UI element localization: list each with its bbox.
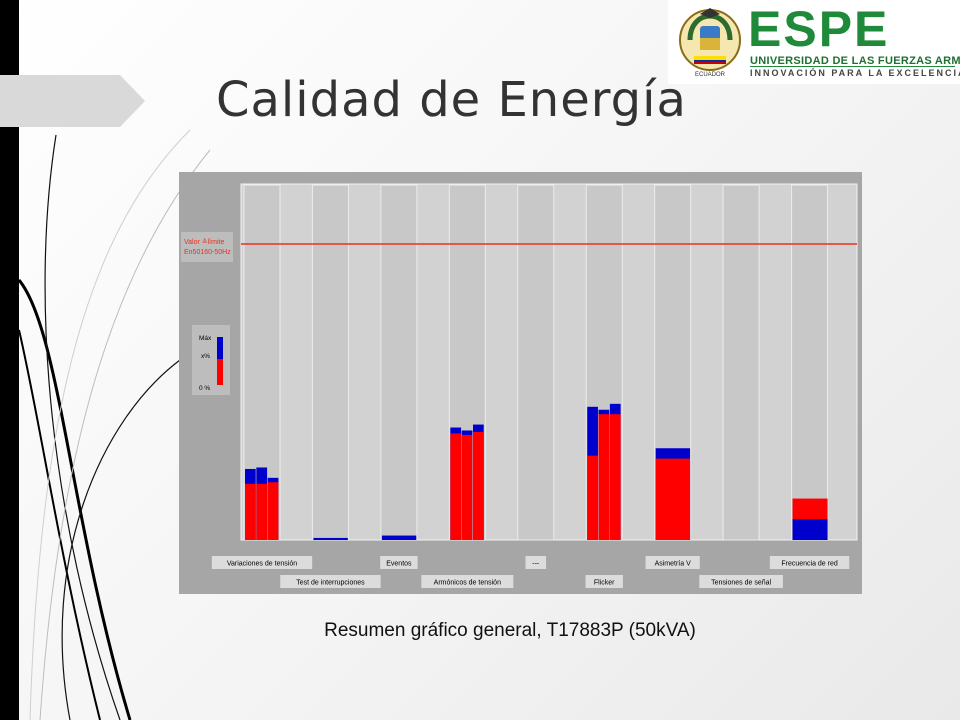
logo-university-name: UNIVERSIDAD DE LAS FUERZAS ARMADAS xyxy=(750,55,960,67)
legend-zero-label: 0 % xyxy=(199,385,210,392)
bar-mean xyxy=(450,433,462,540)
bar-max xyxy=(792,519,828,540)
legend-max-label: Máx xyxy=(199,335,212,342)
category-column xyxy=(311,184,349,541)
category-column xyxy=(517,184,555,541)
logo-wordmark: ESPE xyxy=(748,1,890,57)
chart-caption: Resumen gráfico general, T17883P (50kVA) xyxy=(324,620,696,641)
category-column xyxy=(722,184,760,541)
category-label: Eventos xyxy=(386,561,412,568)
category-label-box xyxy=(211,556,313,569)
bar-mean xyxy=(461,434,473,540)
category-label-box xyxy=(585,575,623,588)
category-label-box xyxy=(699,575,783,588)
category-label-box xyxy=(380,556,418,569)
limit-label-box xyxy=(181,232,233,262)
category-label: Tensiones de señal xyxy=(711,580,771,587)
legend-mean-label: x% xyxy=(201,353,210,360)
limit-label-text: Valor ≙límite xyxy=(184,238,224,246)
title-tab-shape xyxy=(0,75,145,127)
legend-max-swatch xyxy=(217,337,223,359)
category-label-box xyxy=(645,556,700,569)
category-label: Armónicos de tensión xyxy=(434,580,501,587)
bar-max xyxy=(381,535,417,540)
bar-mean xyxy=(598,414,610,540)
bar-mean xyxy=(245,483,256,540)
power-quality-chart: Valor ≙límite En50160-50Hz Máx x% 0 % Variaci… xyxy=(179,172,862,594)
legend-box xyxy=(192,325,230,395)
legend-mean-swatch xyxy=(217,359,223,385)
espe-logo: ECUADOR ESPE UNIVERSIDAD DE LAS FUERZAS … xyxy=(668,0,960,84)
category-label: Test de interrupciones xyxy=(296,580,365,587)
decorative-curves xyxy=(17,129,211,720)
category-label-box xyxy=(421,575,514,588)
category-column xyxy=(380,184,418,541)
category-label: Flicker xyxy=(594,580,615,587)
svg-text:ECUADOR: ECUADOR xyxy=(695,72,726,78)
category-label: Variaciones de tensión xyxy=(227,561,297,568)
slide-title: Calidad de Energía xyxy=(216,72,687,128)
category-label-box xyxy=(769,556,850,569)
left-accent-bar xyxy=(0,0,19,720)
limit-label-text: En50160-50Hz xyxy=(184,249,231,256)
category-label-box xyxy=(280,575,381,588)
bar-max xyxy=(313,537,348,540)
bar-mean xyxy=(655,458,691,540)
category-label-box xyxy=(525,556,547,569)
bar-mean xyxy=(473,431,484,540)
logo-divider xyxy=(750,66,955,67)
category-label: --- xyxy=(532,561,540,568)
logo-motto: INNOVACIÓN PARA LA EXCELENCIA xyxy=(750,68,960,78)
category-label: Frecuencia de red xyxy=(781,561,838,568)
bar-mean xyxy=(256,483,268,540)
category-label: Asimetría V xyxy=(655,561,692,568)
bar-mean xyxy=(587,455,598,540)
ecuador-seal-icon: ECUADOR xyxy=(679,8,741,78)
bar-mean xyxy=(267,482,279,540)
bar-mean xyxy=(609,414,621,540)
category-column xyxy=(791,184,829,541)
